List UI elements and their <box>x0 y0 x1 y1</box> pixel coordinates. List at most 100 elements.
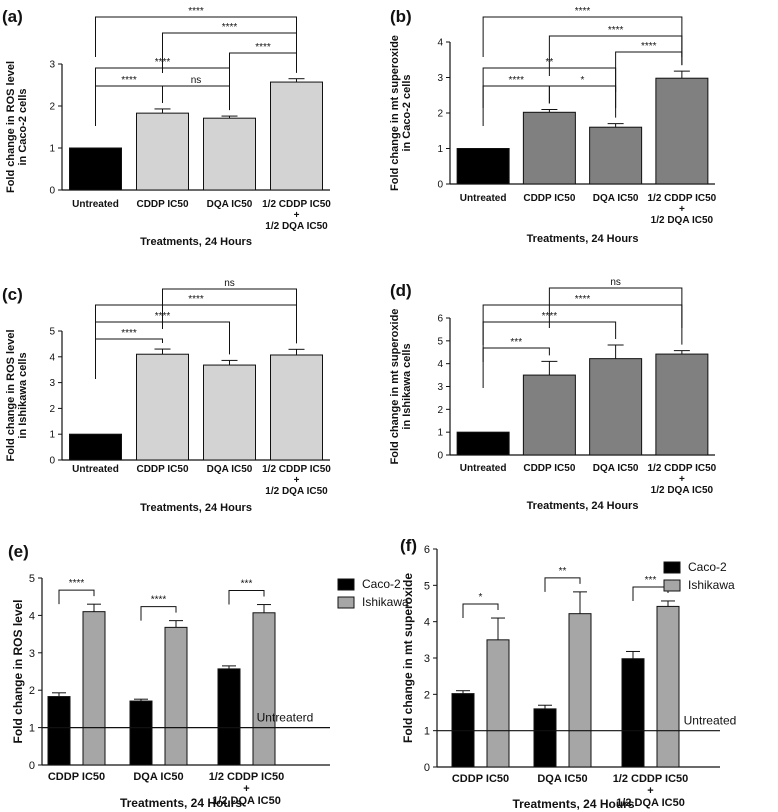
chart-panel-c: (c) 0 1 2 3 4 5 Untreated CDDP IC50 DQA IC50 1/2 C… <box>2 278 331 514</box>
y-tick-label: 3 <box>437 382 443 393</box>
bar <box>270 354 323 461</box>
panel-label: (d) <box>390 281 412 300</box>
significance-bracket <box>228 590 265 605</box>
reference-line-label: Untreated <box>684 714 737 728</box>
bar <box>456 148 510 185</box>
significance-bracket <box>462 603 499 619</box>
category-label: CDDP IC50 <box>523 463 575 474</box>
category-label: + <box>243 783 249 795</box>
y-tick-label: 5 <box>424 580 430 592</box>
significance-bracket <box>162 288 297 329</box>
panel-label: (e) <box>8 542 29 561</box>
y-tick-label: 2 <box>49 404 55 415</box>
x-axis-label: Treatments, 24 Hours <box>140 236 252 248</box>
bar-caco-2 <box>533 708 557 768</box>
chart-panel-d: (d) 0 1 2 3 4 5 6 Untreated CDDP IC50 DQA IC50 1/2 … <box>389 277 717 512</box>
category-label: DQA IC50 <box>133 771 183 783</box>
bar <box>270 81 323 191</box>
category-label: CDDP IC50 <box>136 199 188 210</box>
significance-label: ns <box>224 278 235 289</box>
y-axis-label: Fold change in ROS level <box>11 599 25 743</box>
y-tick-label: 2 <box>437 405 443 416</box>
category-label: 1/2 CDDP IC50 <box>648 463 717 474</box>
x-axis-label: Treatments, 24 Hours <box>140 502 252 514</box>
significance-bracket <box>548 287 683 328</box>
bar <box>69 433 122 461</box>
bar <box>655 77 709 185</box>
category-label: 1/2 DQA IC50 <box>265 486 328 497</box>
significance-bracket <box>58 589 95 605</box>
y-tick-label: 1 <box>29 723 35 735</box>
category-label: + <box>647 785 653 797</box>
legend-swatch <box>337 596 355 609</box>
category-label: DQA IC50 <box>593 463 639 474</box>
panel-label: (a) <box>2 7 23 26</box>
y-tick-label: 4 <box>437 38 443 49</box>
y-tick-label: 2 <box>424 689 430 701</box>
category-label: 1/2 CDDP IC50 <box>613 773 689 785</box>
category-label: 1/2 CDDP IC50 <box>209 771 285 783</box>
panel-label: (f) <box>400 536 417 555</box>
chart-panel-e: (e) 0 1 2 3 4 5 **** CDDP IC50 **** DQA IC50 *** 1/2… <box>8 542 409 810</box>
reference-line-label: Untreaterd <box>257 711 314 725</box>
significance-bracket <box>95 16 297 57</box>
category-label: Untreated <box>460 193 507 204</box>
bar <box>522 111 576 185</box>
bar-ishikawa <box>486 639 510 768</box>
bar <box>589 126 643 185</box>
y-axis-label: in Ishikawa cells <box>17 352 29 438</box>
y-axis-label: in Ishikawa cells <box>401 343 413 429</box>
significance-label: **** <box>575 294 591 305</box>
bar-ishikawa <box>656 605 680 768</box>
significance-label: **** <box>188 294 204 305</box>
legend: Caco-2 Ishikawa <box>663 560 735 592</box>
category-label: 1/2 DQA IC50 <box>616 797 685 809</box>
y-tick-label: 2 <box>49 102 55 113</box>
category-label: CDDP IC50 <box>523 193 575 204</box>
legend-swatch <box>663 561 681 574</box>
y-tick-label: 0 <box>437 451 443 462</box>
significance-label: **** <box>608 25 624 36</box>
significance-label: *** <box>241 579 253 590</box>
significance-label: ns <box>610 277 621 288</box>
chart-panel-b: (b) 0 1 2 3 4 Untreated CDDP IC50 DQA IC50 1/2 CD… <box>389 6 717 245</box>
bar <box>456 431 510 456</box>
category-label: DQA IC50 <box>207 464 253 475</box>
y-tick-label: 0 <box>424 762 430 774</box>
category-label: 1/2 DQA IC50 <box>651 215 714 226</box>
category-label: 1/2 CDDP IC50 <box>648 193 717 204</box>
y-tick-label: 3 <box>49 60 55 71</box>
y-tick-label: 3 <box>49 378 55 389</box>
significance-label: **** <box>151 595 167 606</box>
significance-label: * <box>479 592 483 603</box>
significance-label: **** <box>255 42 271 53</box>
y-tick-label: 0 <box>29 760 35 772</box>
significance-label: ** <box>559 566 567 577</box>
significance-label: **** <box>188 6 204 17</box>
y-tick-label: 3 <box>424 653 430 665</box>
bar-caco-2 <box>217 668 241 766</box>
significance-label: **** <box>121 75 137 86</box>
y-tick-label: 6 <box>437 314 443 325</box>
legend: Caco-2 Ishikawa <box>337 577 409 609</box>
x-axis-label: Treatments, 24 Hours <box>120 796 242 810</box>
category-label: CDDP IC50 <box>452 773 509 785</box>
y-tick-label: 6 <box>424 544 430 556</box>
bar-ishikawa <box>164 626 188 766</box>
x-axis-label: Treatments, 24 Hours <box>527 500 639 512</box>
significance-label: **** <box>575 6 591 17</box>
bar <box>589 358 643 456</box>
y-tick-label: 1 <box>437 144 443 155</box>
category-label: 1/2 DQA IC50 <box>212 795 281 807</box>
significance-bracket <box>632 586 669 601</box>
y-tick-label: 0 <box>437 180 443 191</box>
bar-caco-2 <box>47 696 71 766</box>
bar <box>69 147 122 191</box>
bar <box>522 374 576 456</box>
bar <box>203 117 256 191</box>
significance-bracket <box>162 85 230 111</box>
significance-bracket <box>482 16 683 57</box>
significance-bracket <box>544 577 581 592</box>
panel-label: (b) <box>390 7 412 26</box>
category-label: 1/2 CDDP IC50 <box>262 464 331 475</box>
